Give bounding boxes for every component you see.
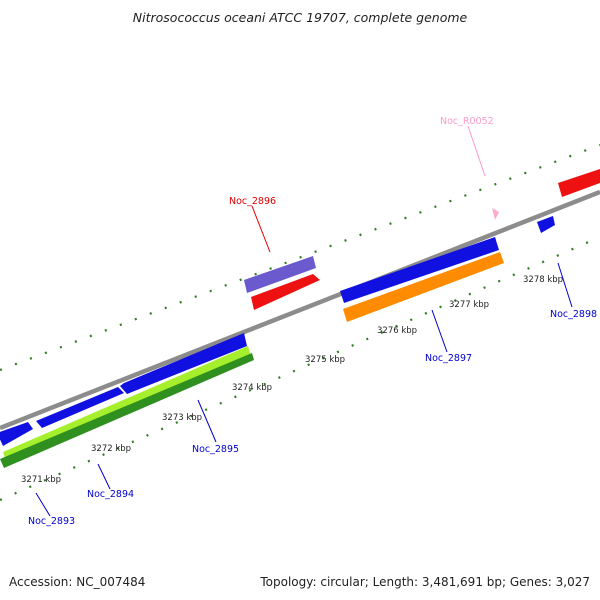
genome-summary-text: Topology: circular; Length: 3,481,691 bp… <box>259 575 590 589</box>
green-gene-block[interactable] <box>0 353 254 468</box>
inner-tick <box>0 235 600 502</box>
leader-noc-2895 <box>197 399 217 443</box>
gene-leader-lines <box>35 125 573 517</box>
tick-label: 3275 kbp <box>305 355 345 365</box>
leader-noc-2893 <box>35 492 51 517</box>
tick-label: 3276 kbp <box>377 326 417 336</box>
gene-label-noc-2893[interactable]: Noc_2893 <box>28 516 75 527</box>
outer-tick-row <box>0 143 600 372</box>
gene-noc-2893-block[interactable] <box>0 422 33 446</box>
orange-gene-block[interactable] <box>343 252 504 322</box>
tick-labels: 3271 kbp 3272 kbp 3273 kbp 3274 kbp 3275… <box>21 275 563 485</box>
gene-label-noc-2896[interactable]: Noc_2896 <box>229 196 276 207</box>
map-title: Nitrosococcus oceani ATCC 19707, complet… <box>133 10 468 25</box>
outer-tick <box>0 143 600 372</box>
gene-noc-2896-block[interactable] <box>251 274 320 310</box>
genome-backbone <box>0 189 600 431</box>
tick-label: 3272 kbp <box>91 444 131 454</box>
gene-noc-2897-block[interactable] <box>340 237 499 303</box>
gene-label-noc-2898[interactable]: Noc_2898 <box>550 309 597 320</box>
gene-noc-2898-block[interactable] <box>537 216 555 233</box>
inner-tick-row <box>0 235 600 502</box>
gene-labels: Noc_2893 Noc_2894 Noc_2895 Noc_2896 Noc_… <box>28 116 597 527</box>
gene-label-noc-r0052[interactable]: Noc_R0052 <box>440 116 494 127</box>
leader-noc-2897 <box>431 309 448 353</box>
tick-label: 3277 kbp <box>449 300 489 310</box>
gene-label-noc-2897[interactable]: Noc_2897 <box>425 353 472 364</box>
gene-label-noc-2894[interactable]: Noc_2894 <box>87 489 134 500</box>
tick-label: 3274 kbp <box>232 383 272 393</box>
feature-layer <box>0 169 600 468</box>
tick-label: 3273 kbp <box>162 413 202 423</box>
leader-noc-2896 <box>251 205 271 253</box>
accession-text: Accession: NC_007484 <box>9 575 145 589</box>
tick-label: 3278 kbp <box>523 275 563 285</box>
rna-r0052-marker[interactable] <box>492 208 499 220</box>
gene-noc-2895-block[interactable] <box>120 333 247 394</box>
gene-label-noc-2895[interactable]: Noc_2895 <box>192 444 239 455</box>
tick-label: 3271 kbp <box>21 475 61 485</box>
purple-gene-block[interactable] <box>244 256 316 293</box>
leader-noc-2894 <box>97 463 111 490</box>
gene-noc-2894-block[interactable] <box>36 387 124 428</box>
red-gene-edge[interactable] <box>558 169 600 197</box>
leader-noc-2898 <box>557 262 573 308</box>
leader-noc-r0052 <box>467 125 486 177</box>
